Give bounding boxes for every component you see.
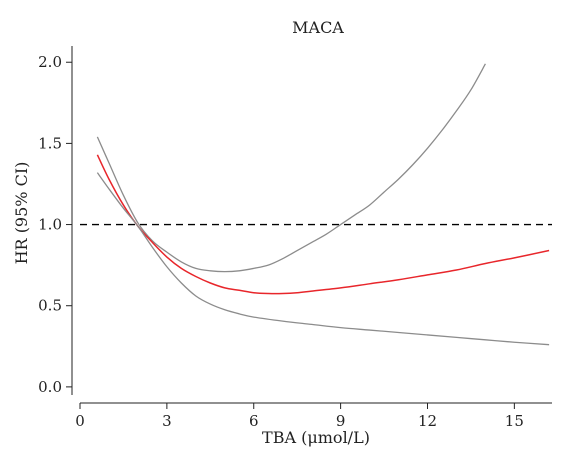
series-line-estimate	[96, 154, 550, 295]
x-tick-label: 15	[505, 412, 524, 430]
y-tick-label: 1.0	[38, 216, 62, 234]
y-tick-label: 2.0	[38, 53, 62, 71]
series-line-lower-ci	[96, 172, 550, 346]
y-tick-label: 1.5	[38, 134, 62, 152]
y-tick-label: 0.5	[38, 297, 62, 315]
x-tick-label: 6	[249, 412, 259, 430]
x-tick-label: 3	[162, 412, 172, 430]
x-axis-label: TBA (μmol/L)	[262, 428, 370, 447]
y-tick-label: 0.0	[38, 378, 62, 396]
series-line-upper-ci	[96, 63, 486, 273]
chart-title: MACA	[292, 18, 344, 37]
axes: 0 3 6 9 12 15 0.0 0.5 1.0 1.5 2.0	[38, 46, 552, 430]
labels: MACA TBA (μmol/L) HR (95% CI)	[12, 18, 370, 447]
x-tick-label: 12	[418, 412, 437, 430]
x-tick-label: 9	[336, 412, 346, 430]
series-layer	[80, 63, 552, 346]
y-axis-label: HR (95% CI)	[12, 162, 31, 265]
x-tick-label: 0	[75, 412, 85, 430]
